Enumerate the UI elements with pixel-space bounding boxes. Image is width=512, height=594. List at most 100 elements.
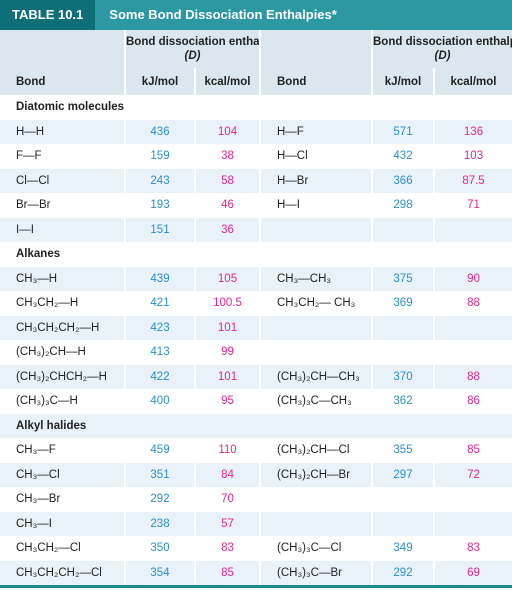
bond-cell: CH₃—H bbox=[0, 266, 125, 291]
kcal-cell: 87.5 bbox=[433, 168, 512, 193]
kj-cell: 400 bbox=[124, 389, 195, 414]
bond-cell bbox=[259, 315, 372, 340]
table: Bond dissociation enthalpy (D) Bond disso… bbox=[0, 30, 512, 585]
data-row: (CH₃)₂CH—H 413 99 bbox=[0, 340, 512, 365]
table-body: Diatomic molecules H—H 436 104 H—F 571 136 F—F 1… bbox=[0, 95, 512, 585]
group-header: Bond dissociation enthalpy (D) bbox=[124, 30, 260, 68]
kcal-cell: 57 bbox=[194, 511, 260, 536]
bond-cell: H—Cl bbox=[259, 144, 372, 169]
kcal-cell: 83 bbox=[433, 536, 512, 561]
kcal-cell: 88 bbox=[433, 291, 512, 316]
bond-cell: (CH₃)₂CH—CH₃ bbox=[259, 364, 372, 389]
kcal-cell bbox=[433, 487, 512, 512]
bond-cell: (CH₃)₃C—Cl bbox=[259, 536, 372, 561]
bond-cell bbox=[259, 487, 372, 512]
bond-cell: CH₃—Br bbox=[0, 487, 125, 512]
kj-cell: 413 bbox=[124, 340, 195, 365]
data-row: F—F 159 38 H—Cl 432 103 bbox=[0, 144, 512, 169]
kj-cell bbox=[371, 487, 434, 512]
kj-cell: 243 bbox=[124, 168, 195, 193]
bond-cell: H—Br bbox=[259, 168, 372, 193]
kj-header: kJ/mol bbox=[124, 68, 195, 95]
kcal-cell: 58 bbox=[194, 168, 260, 193]
bond-cell: CH₃CH₂— CH₃ bbox=[259, 291, 372, 316]
kj-cell bbox=[371, 511, 434, 536]
bond-cell: (CH₃)₂CH—H bbox=[0, 340, 125, 365]
kcal-cell: 86 bbox=[433, 389, 512, 414]
kcal-cell: 85 bbox=[433, 438, 512, 463]
kcal-header: kcal/mol bbox=[194, 68, 260, 95]
data-row: CH₃—F 459 110 (CH₃)₂CH—Cl 355 85 bbox=[0, 438, 512, 463]
kj-cell: 292 bbox=[124, 487, 195, 512]
kcal-cell: 38 bbox=[194, 144, 260, 169]
table-title: Some Bond Dissociation Enthalpies* bbox=[109, 7, 337, 22]
section-row: Alkyl halides bbox=[0, 413, 512, 438]
title-bar: TABLE 10.1 Some Bond Dissociation Enthal… bbox=[0, 0, 512, 30]
kj-header: kJ/mol bbox=[371, 68, 434, 95]
table-head: Bond dissociation enthalpy (D) Bond disso… bbox=[0, 30, 512, 95]
bond-cell: H—F bbox=[259, 119, 372, 144]
header-cell bbox=[0, 30, 125, 68]
bond-cell: H—H bbox=[0, 119, 125, 144]
data-row: CH₃CH₂—H 421 100.5 CH₃CH₂— CH₃ 369 88 bbox=[0, 291, 512, 316]
kcal-cell: 84 bbox=[194, 462, 260, 487]
data-row: I—I 151 36 bbox=[0, 217, 512, 242]
kcal-cell: 95 bbox=[194, 389, 260, 414]
bond-cell: H—I bbox=[259, 193, 372, 218]
data-row: (CH₃)₃C—H 400 95 (CH₃)₃C—CH₃ 362 86 bbox=[0, 389, 512, 414]
kcal-cell bbox=[433, 217, 512, 242]
kj-cell: 423 bbox=[124, 315, 195, 340]
group-text: Bond dissociation enthalpy bbox=[373, 36, 512, 48]
kcal-cell: 104 bbox=[194, 119, 260, 144]
data-row: CH₃—Cl 351 84 (CH₃)₂CH—Br 297 72 bbox=[0, 462, 512, 487]
kcal-cell: 103 bbox=[433, 144, 512, 169]
bond-cell: (CH₃)₃C—H bbox=[0, 389, 125, 414]
bond-cell: CH₃—Cl bbox=[0, 462, 125, 487]
bond-cell: CH₃—CH₃ bbox=[259, 266, 372, 291]
kcal-cell: 72 bbox=[433, 462, 512, 487]
kj-cell: 238 bbox=[124, 511, 195, 536]
data-row: CH₃CH₂CH₂—Cl 354 85 (CH₃)₃C—Br 292 69 bbox=[0, 560, 512, 585]
kcal-cell: 70 bbox=[194, 487, 260, 512]
bond-cell: (CH₃)₂CH—Br bbox=[259, 462, 372, 487]
kcal-cell: 83 bbox=[194, 536, 260, 561]
table-label: TABLE 10.1 bbox=[0, 0, 96, 30]
kj-cell: 571 bbox=[371, 119, 434, 144]
group-text: Bond dissociation enthalpy bbox=[126, 36, 260, 48]
section-label: Alkanes bbox=[0, 242, 512, 267]
kcal-cell bbox=[433, 315, 512, 340]
bond-cell: (CH₃)₃C—Br bbox=[259, 560, 372, 585]
kcal-cell: 100.5 bbox=[194, 291, 260, 316]
data-row: H—H 436 104 H—F 571 136 bbox=[0, 119, 512, 144]
kj-cell: 422 bbox=[124, 364, 195, 389]
group-header: Bond dissociation enthalpy (D) bbox=[371, 30, 512, 68]
kj-cell: 193 bbox=[124, 193, 195, 218]
kcal-cell: 101 bbox=[194, 315, 260, 340]
kj-cell: 421 bbox=[124, 291, 195, 316]
kcal-cell: 105 bbox=[194, 266, 260, 291]
bond-cell bbox=[259, 217, 372, 242]
bond-cell: Br—Br bbox=[0, 193, 125, 218]
kj-cell: 354 bbox=[124, 560, 195, 585]
kj-cell: 298 bbox=[371, 193, 434, 218]
kj-cell: 366 bbox=[371, 168, 434, 193]
kcal-cell bbox=[433, 511, 512, 536]
bond-cell: F—F bbox=[0, 144, 125, 169]
kcal-header: kcal/mol bbox=[433, 68, 512, 95]
kj-cell: 362 bbox=[371, 389, 434, 414]
kj-cell: 159 bbox=[124, 144, 195, 169]
header-row: Bond dissociation enthalpy (D) Bond disso… bbox=[0, 30, 512, 68]
bond-cell: I—I bbox=[0, 217, 125, 242]
kj-cell: 439 bbox=[124, 266, 195, 291]
kcal-cell: 85 bbox=[194, 560, 260, 585]
kj-cell: 436 bbox=[124, 119, 195, 144]
kcal-cell: 110 bbox=[194, 438, 260, 463]
kj-cell: 375 bbox=[371, 266, 434, 291]
kcal-cell: 36 bbox=[194, 217, 260, 242]
kj-cell bbox=[371, 340, 434, 365]
bond-cell: CH₃—F bbox=[0, 438, 125, 463]
data-row: CH₃CH₂—Cl 350 83 (CH₃)₃C—Cl 349 83 bbox=[0, 536, 512, 561]
kcal-cell: 71 bbox=[433, 193, 512, 218]
kj-cell bbox=[371, 315, 434, 340]
